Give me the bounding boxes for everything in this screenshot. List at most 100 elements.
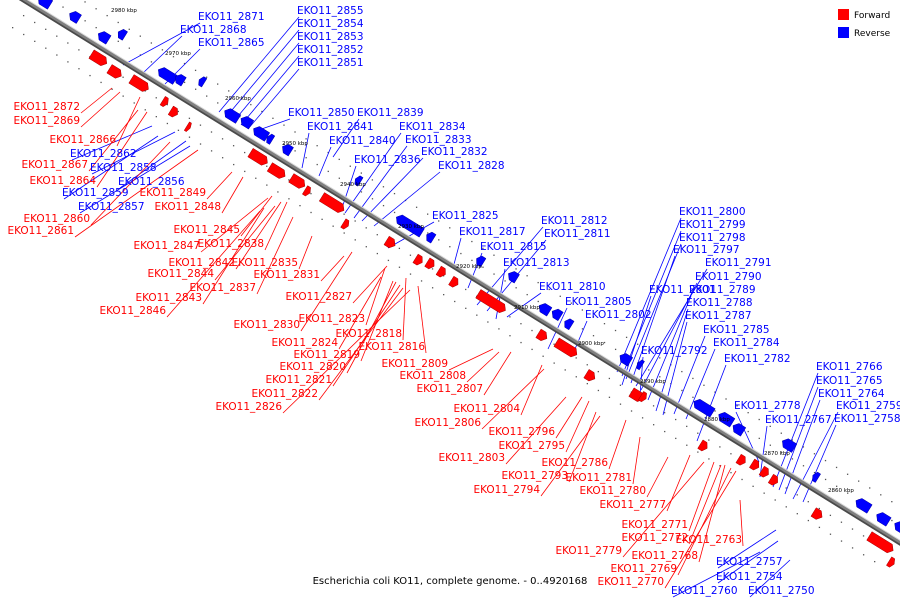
sequence-dot	[449, 227, 451, 229]
backbone-highlight	[26, 0, 900, 541]
sequence-dot	[697, 451, 699, 453]
reverse-gene-arrow	[855, 498, 873, 514]
sequence-dot	[659, 376, 661, 378]
position-tick: 2970 kbp	[165, 51, 191, 57]
sequence-dot	[520, 323, 522, 325]
forward-gene-arrow	[340, 218, 350, 230]
position-tick: 2980 kbp	[111, 8, 137, 14]
label-leader-line	[565, 400, 590, 453]
sequence-dot	[150, 42, 153, 44]
gene-label: EKO11_2770	[597, 576, 664, 588]
sequence-dot	[708, 458, 710, 460]
gene-label: EKO11_2804	[453, 403, 520, 415]
gene-label: EKO11_2854	[297, 18, 364, 30]
sequence-dot	[891, 519, 893, 522]
gene-label: EKO11_2831	[253, 269, 320, 281]
forward-gene-arrow	[535, 328, 548, 342]
genome-caption: Escherichia coli KO11, complete genome. …	[312, 576, 588, 587]
sequence-dot	[681, 389, 683, 392]
sequence-dot	[840, 540, 843, 542]
gene-label: EKO11_2841	[307, 121, 374, 133]
sequence-dot	[272, 117, 274, 119]
gene-label: EKO11_2782	[724, 353, 791, 365]
gene-label: EKO11_2811	[544, 228, 611, 240]
sequence-dot	[487, 321, 489, 323]
sequence-dot	[736, 405, 738, 407]
sequence-dot	[741, 478, 743, 481]
gene-label: EKO11_2772	[621, 532, 688, 544]
reverse-gene-arrow	[117, 28, 128, 41]
sequence-dot	[829, 514, 832, 517]
sequence-dot	[305, 138, 307, 140]
sequence-dot	[122, 95, 124, 97]
strand-legend: Forward Reverse	[838, 9, 891, 39]
gene-label: EKO11_2794	[473, 484, 540, 496]
reverse-gene-arrow	[198, 76, 208, 88]
gene-label: EKO11_2835	[231, 257, 298, 269]
sequence-dot	[714, 391, 716, 393]
forward-gene-arrow	[128, 74, 149, 92]
label-leader-line	[481, 368, 545, 430]
sequence-dot	[338, 158, 340, 161]
sequence-dot	[730, 471, 732, 474]
label-leader-line	[698, 464, 726, 563]
sequence-dot	[294, 150, 296, 152]
gene-label: EKO11_2767	[765, 414, 832, 426]
sequence-dot	[675, 418, 677, 421]
gene-label: EKO11_2805	[565, 296, 632, 308]
label-leader-line	[625, 243, 682, 380]
gene-label: EKO11_2848	[154, 201, 221, 213]
sequence-dot	[846, 473, 849, 475]
gene-label: EKO11_2834	[399, 121, 466, 133]
reverse-gene-arrow	[266, 133, 276, 145]
label-leader-line	[166, 210, 261, 318]
label-leader-line	[247, 68, 300, 130]
sequence-dot	[714, 410, 716, 412]
gene-label: EKO11_2781	[565, 472, 632, 484]
sequence-dot	[769, 444, 771, 446]
reverse-legend-swatch	[838, 27, 849, 38]
sequence-dot	[752, 485, 754, 487]
reverse-gene-arrow	[619, 353, 634, 367]
label-leader-line	[483, 351, 512, 396]
gene-label: EKO11_2795	[498, 440, 565, 452]
sequence-dot	[427, 213, 429, 215]
label-leader-line	[739, 499, 744, 547]
label-leader-line	[784, 399, 821, 495]
reverse-gene-arrow	[894, 521, 900, 533]
sequence-dot	[526, 293, 528, 296]
sequence-dot	[34, 40, 36, 43]
sequence-dot	[288, 198, 290, 200]
sequence-dot	[349, 184, 352, 186]
gene-label: EKO11_2750	[748, 585, 815, 597]
sequence-dot	[117, 21, 119, 24]
position-tick: 2900 kbp	[578, 341, 604, 347]
sequence-dot	[371, 198, 374, 200]
gene-label: EKO11_2860	[23, 213, 90, 225]
sequence-dot	[128, 47, 130, 49]
gene-label: EKO11_2822	[251, 388, 318, 400]
sequence-dot	[851, 528, 854, 530]
sequence-dot	[84, 1, 86, 3]
sequence-dot	[681, 370, 683, 373]
sequence-dot	[619, 384, 622, 386]
gene-label: EKO11_2791	[705, 257, 772, 269]
forward-gene-arrow	[383, 235, 396, 249]
sequence-dot	[393, 192, 396, 195]
gene-label: EKO11_2810	[539, 281, 606, 293]
label-leader-line	[200, 197, 269, 253]
sequence-dot	[343, 213, 345, 215]
sequence-dot	[409, 254, 412, 256]
sequence-dot	[891, 501, 893, 503]
sequence-dot	[393, 211, 396, 214]
sequence-dot	[869, 487, 871, 489]
sequence-dot	[747, 412, 749, 414]
gene-label: EKO11_2839	[357, 107, 424, 119]
label-leader-line	[79, 145, 191, 214]
sequence-dot	[310, 211, 312, 214]
sequence-dot	[824, 478, 827, 481]
gene-label: EKO11_2820	[279, 361, 346, 373]
sequence-dot	[504, 261, 506, 263]
sequence-dot	[210, 150, 213, 152]
sequence-dot	[614, 348, 617, 351]
